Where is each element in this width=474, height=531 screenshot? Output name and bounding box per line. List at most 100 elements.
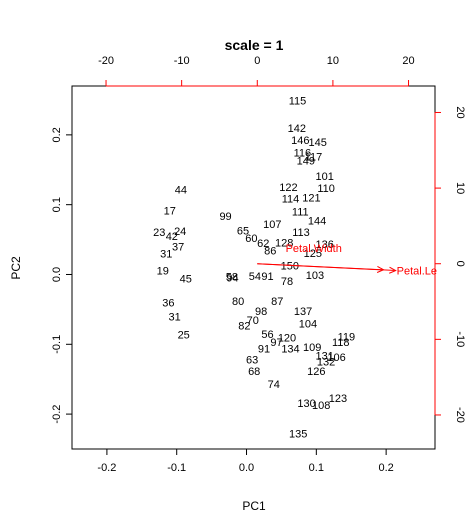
observation-label: 131 [316,350,334,362]
observation-label: 91 [258,343,270,355]
observation-label: 132 [317,357,335,369]
y-tick-label: 0.1 [51,197,63,212]
y-tick-label: -0.2 [51,405,63,424]
observation-label: 142 [288,123,306,135]
top-tick-label: -20 [98,55,114,67]
observation-label: 62 [257,238,269,250]
observation-label: 68 [248,366,260,378]
observation-label: 36 [162,297,174,309]
observation-label: 107 [263,219,281,231]
observation-label: 103 [306,270,324,282]
observation-label: 25 [178,330,190,342]
observation-label: 126 [307,366,325,378]
bottom-axis: -0.2 -0.1 0.0 0.1 0.2 [97,448,394,474]
observation-label: 149 [297,156,315,168]
x-tick-label: 0.2 [378,462,393,474]
observation-label: 120 [278,332,296,344]
observation-label: 134 [281,343,299,355]
observation-label: 117 [305,152,323,164]
loading-arrows: Petal.Width Petal.Le [257,243,437,278]
observation-label: 109 [303,342,321,354]
observation-label: 137 [294,306,312,318]
observation-label: 91 [261,271,273,283]
plot-frame [71,85,436,450]
observation-label: 44 [175,184,187,196]
observation-label: 125 [304,248,322,260]
observation-label: 56 [261,329,273,341]
observation-label: 31 [160,249,172,261]
observation-label: 78 [281,276,293,288]
observation-label: 128 [275,237,293,249]
observation-label: 24 [174,226,186,238]
loading-arrow [257,263,396,272]
loading-arrowhead [389,266,397,274]
top-tick-label: -10 [174,55,190,67]
observation-label: 94 [226,272,238,284]
x-tick-label: -0.1 [167,462,186,474]
top-tick-label: 20 [402,55,414,67]
observation-label: 31 [168,311,180,323]
observation-label: 130 [297,398,315,410]
top-tick-label: 10 [327,55,339,67]
observation-label: 146 [291,135,309,147]
observation-label: 115 [289,96,307,108]
observation-label: 101 [316,171,334,183]
top-tick-label: 0 [254,55,260,67]
observation-label: 145 [309,137,327,149]
right-tick-label: -10 [454,331,466,347]
y-tick-label: -0.1 [51,335,63,354]
observation-label: 144 [308,216,326,228]
observation-label: 82 [238,320,250,332]
observation-label: 70 [247,315,259,327]
observation-label: 118 [332,337,350,349]
y-tick-label: 0.0 [51,267,63,282]
observation-label: 60 [245,233,257,245]
observation-label: 121 [302,193,320,205]
observation-label: 63 [246,355,258,367]
observation-label: 17 [164,205,176,217]
right-tick-label: 10 [454,182,466,194]
observation-label: 19 [157,265,169,277]
observation-label: 87 [271,296,283,308]
loading-label: Petal.Width [286,243,342,255]
observation-label: 116 [294,147,312,159]
left-axis: -0.2 -0.1 0.0 0.1 0.2 [51,127,73,424]
observation-label: 58 [226,272,238,284]
observation-label: 150 [281,260,299,272]
right-axis: -20 -10 0 10 20 [434,106,466,423]
observation-label: 37 [172,242,184,254]
y-axis-title: PC2 [9,256,23,280]
right-tick-label: 0 [454,261,466,267]
observation-label: 111 [292,207,309,219]
chart-title: scale = 1 [225,37,284,53]
observation-label: 45 [180,274,192,286]
y-tick-label: 0.2 [51,127,63,142]
observation-label: 106 [327,352,345,364]
observation-label: 113 [292,227,310,239]
observation-label: 119 [338,332,356,344]
right-tick-label: -20 [454,407,466,423]
observation-label: 97 [270,337,282,349]
observation-label: 123 [329,393,347,405]
x-tick-label: 0.0 [239,462,254,474]
observation-label: 108 [312,400,330,412]
observation-label: 136 [316,239,334,251]
observation-label: 104 [299,318,317,330]
observation-label: 135 [289,429,307,441]
observation-label: 74 [268,379,280,391]
observation-label: 54 [249,271,261,283]
x-tick-label: 0.1 [309,462,324,474]
observation-label: 86 [264,246,276,258]
right-tick-label: 20 [454,106,466,118]
observation-label: 23 [153,227,165,239]
observation-label: 80 [232,296,244,308]
x-tick-label: -0.2 [97,462,116,474]
x-axis-title: PC1 [242,499,266,513]
observation-label: 99 [219,211,231,223]
observation-label: 65 [237,226,249,238]
observation-label: 122 [279,182,297,194]
observation-label: 98 [255,306,267,318]
top-axis: -20 -10 0 10 20 [98,55,415,87]
